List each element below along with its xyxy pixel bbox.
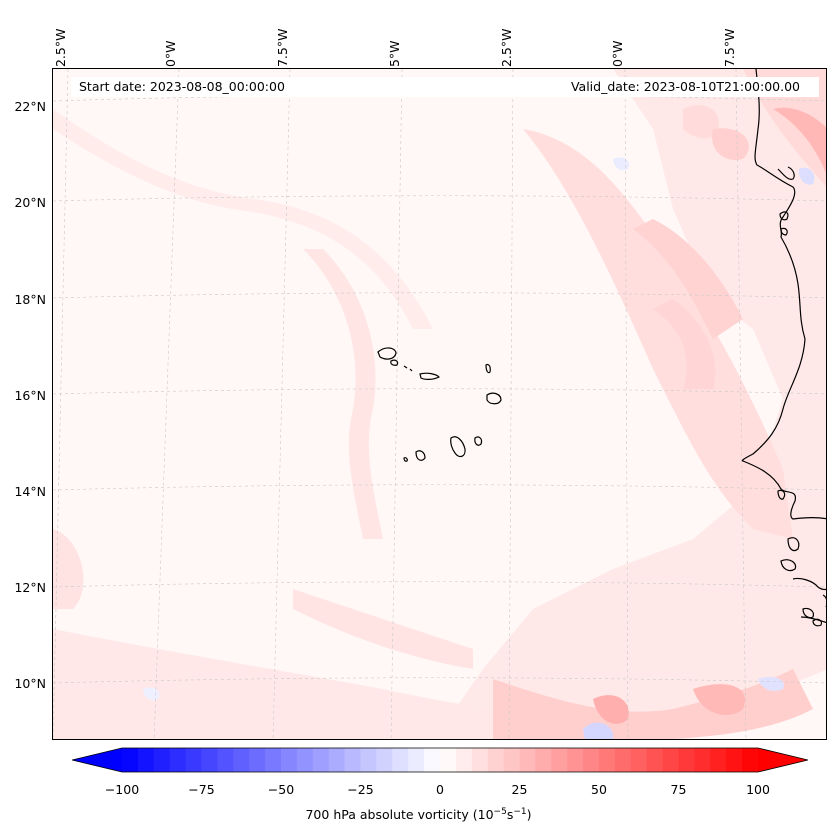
vorticity-field — [53, 69, 826, 739]
colorbar-tick-label: 0 — [436, 782, 444, 797]
colorbar-title: 700 hPa absolute vorticity (10−5s−1) — [0, 807, 837, 822]
lat-label-18n: 18°N — [14, 292, 46, 307]
colorbar-title-text: 700 hPa absolute vorticity (10 — [305, 807, 494, 823]
colorbar-tick-label: 75 — [670, 782, 687, 797]
colorbar-cell — [153, 748, 171, 772]
colorbar-tick-label: −25 — [347, 782, 374, 797]
colorbar-cell — [599, 748, 616, 772]
colorbar-cell — [742, 748, 759, 772]
colorbar-cell — [408, 748, 425, 772]
colorbar-max-extend — [758, 748, 808, 772]
colorbar-cell — [360, 748, 377, 772]
colorbar-cell — [662, 748, 679, 772]
colorbar-cell — [726, 748, 743, 772]
graticule — [53, 69, 826, 739]
colorbar-tick-label: −75 — [188, 782, 215, 797]
colorbar-cell — [137, 748, 155, 772]
vorticity-shading — [53, 69, 826, 739]
colorbar-tick-label: −100 — [104, 782, 140, 797]
colorbar-cell — [265, 748, 282, 772]
colorbar-cell — [646, 748, 664, 772]
colorbar-cell — [678, 748, 695, 772]
colorbar-cell — [312, 748, 330, 772]
africa-coastline — [741, 69, 826, 627]
colorbar-title-mid: s — [506, 807, 514, 823]
colorbar-cell — [487, 748, 505, 772]
colorbar-cell — [471, 748, 489, 772]
lat-label-12n: 12°N — [14, 580, 46, 595]
header-strip — [71, 77, 819, 97]
colorbar-cell — [328, 748, 346, 772]
colorbar-tick-label: 100 — [746, 782, 770, 797]
colorbar — [71, 745, 809, 775]
colorbar-cell — [535, 748, 552, 772]
colorbar-cell — [567, 748, 584, 772]
colorbar-cell — [424, 748, 441, 772]
colorbar-cell — [201, 748, 218, 772]
colorbar-min-extend — [72, 748, 122, 772]
colorbar-cell — [710, 748, 727, 772]
colorbar-cell — [392, 748, 409, 772]
colorbar-tick-label: 25 — [511, 782, 528, 797]
colorbar-cell — [233, 748, 250, 772]
colorbar-tick-label: 50 — [591, 782, 607, 797]
colorbar-cell — [583, 748, 600, 772]
colorbar-cell — [296, 748, 314, 772]
colorbar-svg — [71, 747, 809, 773]
colorbar-cell — [344, 748, 361, 772]
lat-label-20n: 20°N — [14, 195, 46, 210]
colorbar-cell — [455, 748, 473, 772]
colorbar-title-exp1: −5 — [493, 807, 507, 817]
colorbar-title-end: ) — [526, 807, 532, 823]
colorbar-cell — [519, 748, 536, 772]
lat-label-14n: 14°N — [14, 484, 46, 499]
cape-verde-islands — [377, 347, 502, 462]
colorbar-cell — [169, 748, 187, 772]
colorbar-tick-label: −50 — [267, 782, 295, 797]
colorbar-cell — [122, 748, 139, 772]
colorbar-cell — [503, 748, 520, 772]
valid-date: Valid_date: 2023-08-10T21:00:00.00 — [570, 79, 800, 94]
start-date: Start date: 2023-08-08_00:00:00 — [79, 79, 285, 94]
colorbar-cell — [440, 748, 457, 772]
lat-label-16n: 16°N — [14, 388, 46, 403]
lat-label-22n: 22°N — [14, 99, 46, 114]
colorbar-cell — [614, 748, 632, 772]
colorbar-cell — [217, 748, 234, 772]
colorbar-cell — [630, 748, 648, 772]
colorbar-cell — [281, 748, 298, 772]
colorbar-title-exp2: −1 — [513, 807, 527, 817]
colorbar-cell — [249, 748, 266, 772]
map-frame[interactable]: Start date: 2023-08-08_00:00:00 Valid_da… — [52, 68, 827, 740]
colorbar-cell — [185, 748, 202, 772]
lat-label-10n: 10°N — [14, 676, 46, 691]
colorbar-cell — [376, 748, 393, 772]
colorbar-cell — [694, 748, 711, 772]
colorbar-cell — [551, 748, 568, 772]
